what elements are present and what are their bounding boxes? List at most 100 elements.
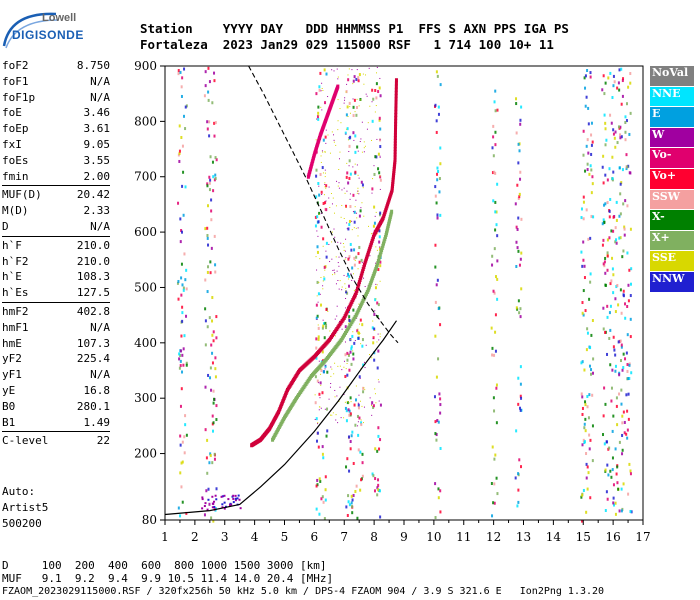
- trace-point-vo-: [355, 288, 359, 293]
- echo-mark: [348, 137, 350, 139]
- echo-mark: [348, 165, 350, 167]
- x-tick-label: 6: [311, 530, 319, 544]
- echo-mark: [379, 175, 382, 179]
- echo-mark: [348, 255, 351, 259]
- echo-mark: [348, 151, 350, 153]
- echo-mark: [585, 95, 588, 99]
- echo-mark: [322, 456, 325, 460]
- echo-mark: [343, 102, 345, 104]
- echo-mark: [212, 389, 215, 393]
- trace-point-vo-: [394, 78, 398, 83]
- echo-mark: [624, 199, 627, 203]
- echo-mark: [360, 99, 362, 101]
- echo-mark: [322, 324, 325, 328]
- echo-mark: [515, 240, 518, 244]
- echo-mark: [353, 227, 355, 229]
- echo-mark: [369, 105, 371, 107]
- echo-mark: [316, 215, 319, 219]
- echo-mark: [437, 487, 440, 491]
- param-row: hmE 107.3: [2, 336, 110, 352]
- echo-mark: [320, 161, 322, 163]
- trace-point-vo-: [394, 81, 398, 86]
- echo-mark: [328, 197, 330, 199]
- echo-mark: [496, 297, 499, 301]
- echo-mark: [329, 330, 331, 332]
- echo-mark: [584, 169, 587, 173]
- echo-mark: [582, 129, 585, 133]
- trace-point-vo-: [355, 286, 359, 291]
- echo-mark: [590, 191, 593, 195]
- echo-mark: [180, 485, 183, 489]
- echo-mark: [321, 87, 323, 89]
- echo-mark: [606, 352, 609, 356]
- echo-mark: [326, 407, 329, 411]
- echo-mark: [180, 387, 183, 391]
- echo-mark: [181, 144, 184, 148]
- echo-mark: [606, 268, 609, 272]
- echo-mark: [373, 358, 376, 362]
- es-trace-point: [201, 507, 204, 510]
- echo-mark: [627, 392, 630, 396]
- echo-mark: [492, 501, 495, 505]
- auto-version: 500200: [2, 517, 42, 530]
- echo-mark: [324, 169, 326, 171]
- echo-mark: [352, 352, 355, 356]
- echo-mark: [439, 397, 442, 401]
- legend-item-sse: SSE: [650, 251, 694, 272]
- echo-mark: [354, 163, 356, 165]
- echo-mark: [181, 460, 184, 464]
- echo-mark: [347, 181, 350, 185]
- echo-mark: [361, 461, 364, 465]
- echo-mark: [345, 128, 347, 130]
- echo-mark: [178, 366, 181, 370]
- param-row: B0 280.1: [2, 399, 110, 415]
- echo-mark: [212, 339, 215, 343]
- echo-mark: [580, 361, 583, 365]
- echo-mark: [212, 189, 215, 193]
- es-trace-point: [237, 494, 240, 497]
- echo-mark: [377, 90, 380, 94]
- echo-mark: [491, 263, 494, 267]
- echo-mark: [624, 357, 627, 361]
- echo-mark: [622, 294, 625, 298]
- echo-mark: [344, 192, 346, 194]
- echo-mark: [315, 316, 318, 320]
- echo-mark: [315, 507, 318, 511]
- trace-point-vo-: [336, 84, 340, 89]
- echo-mark: [378, 247, 381, 251]
- echo-mark: [609, 363, 612, 367]
- echo-mark: [180, 293, 183, 297]
- echo-mark: [327, 310, 329, 312]
- echo-mark: [362, 187, 364, 189]
- echo-mark: [585, 510, 588, 514]
- echo-mark: [374, 393, 376, 395]
- echo-mark: [517, 299, 520, 303]
- echo-mark: [378, 171, 381, 175]
- echo-mark: [434, 334, 437, 338]
- echo-mark: [378, 235, 381, 239]
- echo-mark: [627, 417, 630, 421]
- echo-mark: [322, 319, 324, 321]
- echo-mark: [589, 164, 592, 168]
- echo-mark: [352, 83, 354, 85]
- trace-point-vo-: [393, 147, 397, 152]
- echo-mark: [183, 435, 186, 439]
- echo-mark: [603, 220, 606, 224]
- echo-mark: [606, 304, 609, 308]
- echo-mark: [182, 347, 185, 351]
- echo-mark: [604, 81, 607, 85]
- echo-mark: [374, 388, 376, 390]
- echo-mark: [345, 290, 347, 292]
- echo-mark: [519, 170, 522, 174]
- echo-mark: [212, 175, 215, 179]
- echo-mark: [341, 189, 343, 191]
- echo-mark: [322, 280, 324, 282]
- echo-mark: [205, 456, 208, 460]
- echo-mark: [349, 106, 351, 108]
- echo-mark: [315, 417, 318, 421]
- echo-mark: [515, 264, 518, 268]
- echo-mark: [619, 133, 622, 137]
- echo-mark: [349, 135, 352, 139]
- echo-mark: [344, 401, 346, 403]
- echo-mark: [316, 431, 319, 435]
